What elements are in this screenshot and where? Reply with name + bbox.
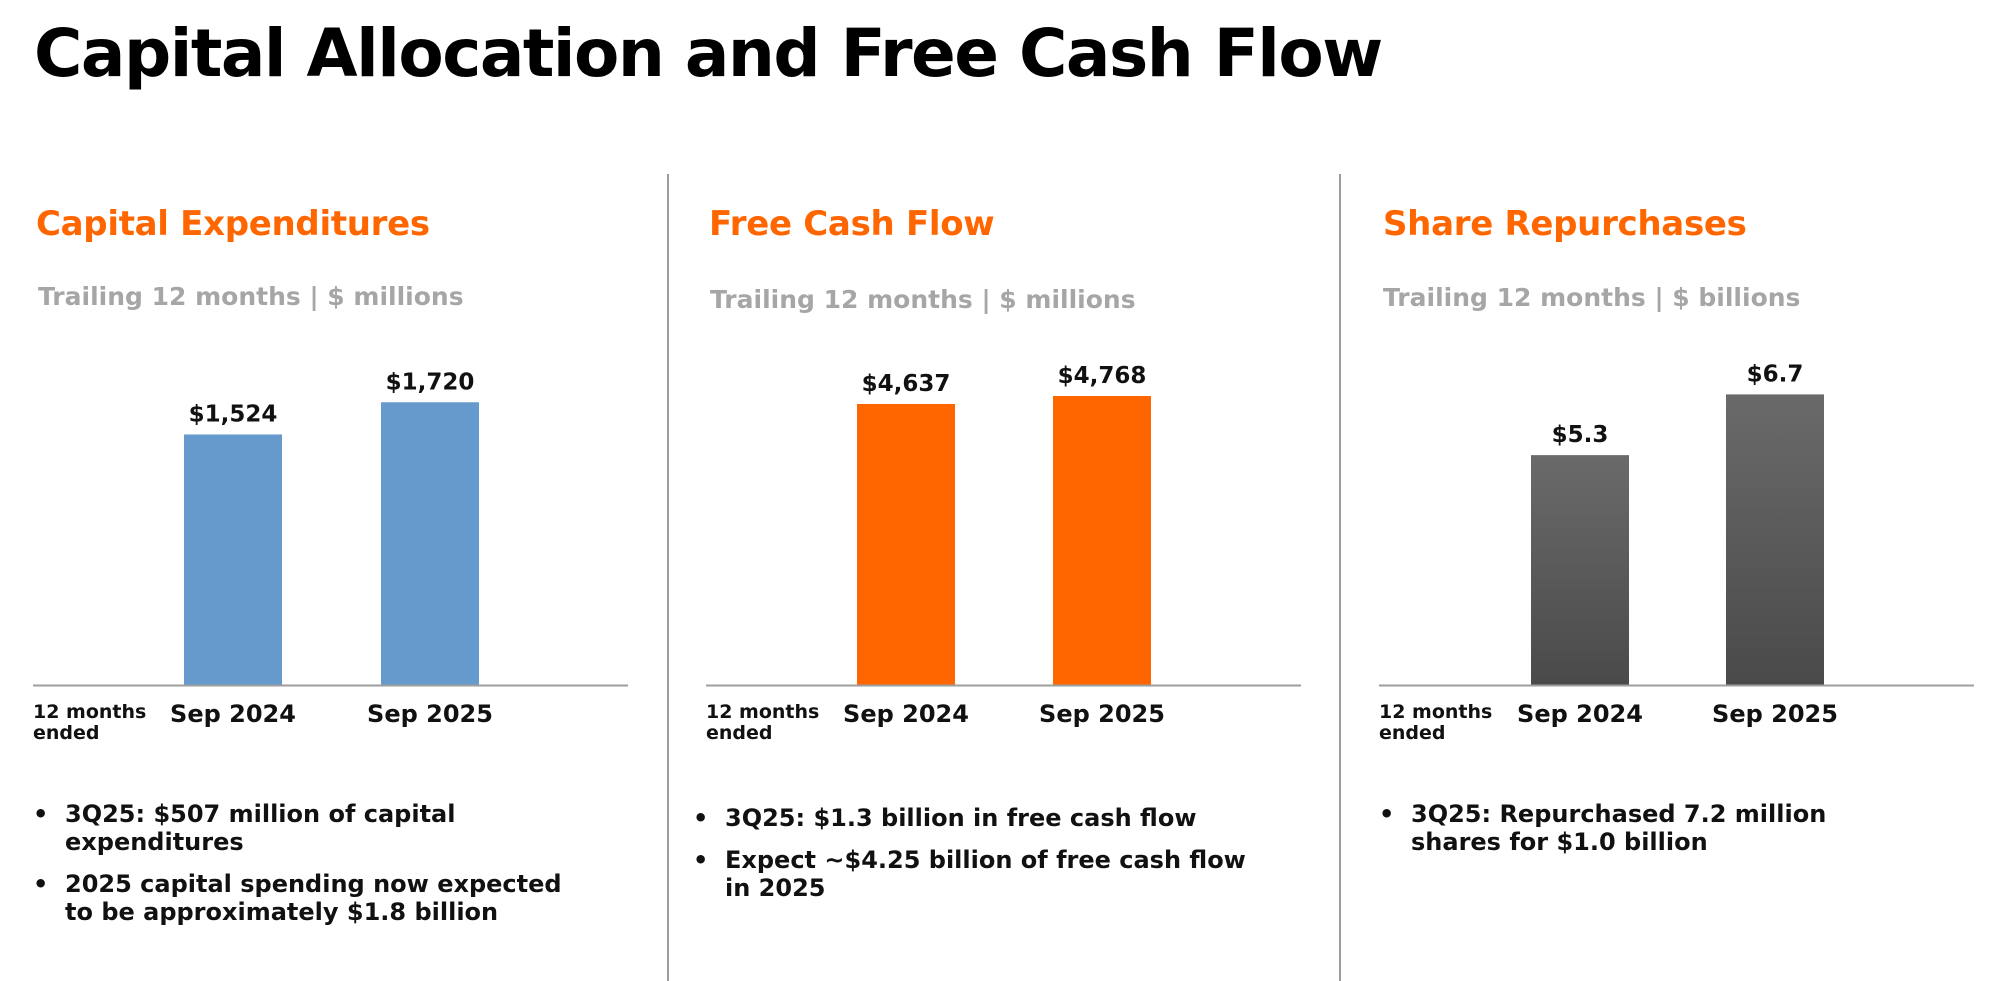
period-label: 12 months ended <box>1379 701 1493 744</box>
bullet-item: 3Q25: $507 million of capital expenditur… <box>33 800 593 856</box>
panel-title: Capital Expenditures <box>36 204 430 244</box>
data-label: $6.7 <box>1747 361 1804 387</box>
panel-subtitle: Trailing 12 months | $ billions <box>1383 283 1801 312</box>
bullet-item: 3Q25: $1.3 billion in free cash flow <box>693 804 1253 832</box>
fcf-bullets: 3Q25: $1.3 billion in free cash flow Exp… <box>693 804 1253 916</box>
data-label: $1,720 <box>386 369 475 395</box>
bar <box>1726 394 1824 685</box>
fcf-bar-chart: $4,637 Sep 2024 $4,768 Sep 2025 <box>706 363 1301 728</box>
bar <box>857 403 955 685</box>
x-tick-label: Sep 2024 <box>1517 700 1643 728</box>
repurchase-panel: Share Repurchases Trailing 12 months | $… <box>1341 0 2000 979</box>
panel-divider <box>667 174 669 981</box>
data-label: $1,524 <box>189 401 278 427</box>
bullet-item: 2025 capital spending now expected to be… <box>33 870 593 926</box>
page-title: Capital Allocation and Free Cash Flow <box>34 15 1383 92</box>
capex-bullets: 3Q25: $507 million of capital expenditur… <box>33 800 593 940</box>
x-tick-label: Sep 2025 <box>367 700 493 728</box>
panel-title: Free Cash Flow <box>709 204 995 244</box>
data-label: $4,768 <box>1058 363 1147 389</box>
bar <box>184 434 282 685</box>
bullet-item: Expect ~$4.25 billion of free cash flow … <box>693 846 1253 902</box>
panel-subtitle: Trailing 12 months | $ millions <box>710 285 1136 314</box>
data-label: $4,637 <box>862 371 951 397</box>
data-label: $5.3 <box>1552 422 1609 448</box>
x-tick-label: Sep 2025 <box>1712 700 1838 728</box>
x-tick-label: Sep 2024 <box>843 700 969 728</box>
repurchase-bullets: 3Q25: Repurchased 7.2 million shares for… <box>1379 800 1919 870</box>
bar <box>1531 455 1629 685</box>
repurchase-bar-chart: $5.3 Sep 2024 $6.7 Sep 2025 <box>1379 361 1974 728</box>
fcf-panel: Free Cash Flow Trailing 12 months | $ mi… <box>669 0 1339 979</box>
bullet-item: 3Q25: Repurchased 7.2 million shares for… <box>1379 800 1919 856</box>
panel-subtitle: Trailing 12 months | $ millions <box>38 282 464 311</box>
panel-divider <box>1339 174 1341 981</box>
bar <box>381 402 479 685</box>
capex-bar-chart: $1,524 Sep 2024 $1,720 Sep 2025 <box>33 369 628 728</box>
panel-title: Share Repurchases <box>1383 204 1747 244</box>
bar <box>1053 396 1151 685</box>
period-label: 12 months ended <box>706 701 820 744</box>
x-tick-label: Sep 2024 <box>170 700 296 728</box>
x-tick-label: Sep 2025 <box>1039 700 1165 728</box>
period-label: 12 months ended <box>33 701 147 744</box>
capex-panel: Capital Expenditures Trailing 12 months … <box>0 0 667 979</box>
